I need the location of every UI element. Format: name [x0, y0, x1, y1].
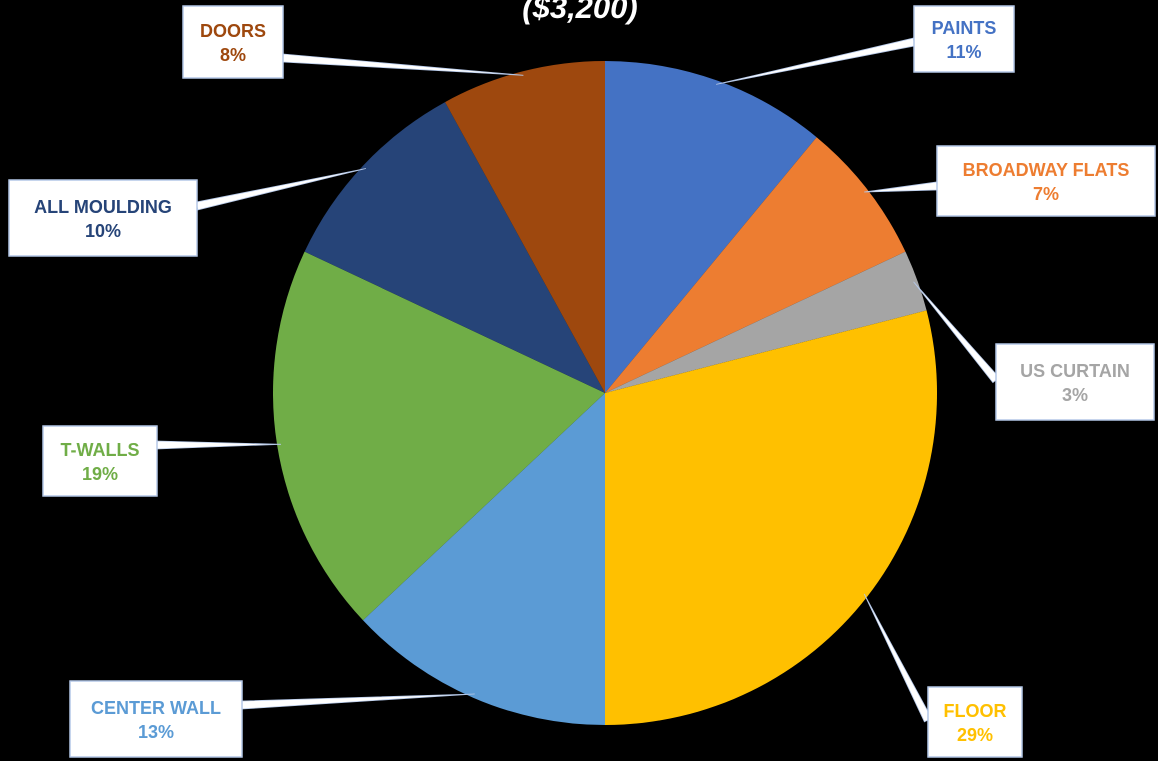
data-label-category-center-wall: CENTER WALL [91, 698, 221, 718]
callout-pointer-doors [282, 53, 524, 76]
data-label-box-floor [927, 686, 1023, 758]
data-label-percent-floor: 29% [957, 725, 993, 745]
data-label-box-paints [913, 5, 1015, 73]
callout-pointer-t-walls [156, 440, 282, 450]
callout-pointer-paints [716, 37, 916, 85]
callout-pointer-center-wall [241, 693, 475, 710]
pie-slice-center-wall [362, 393, 605, 725]
data-label-percent-us-curtain: 3% [1062, 385, 1088, 405]
pie-slice-doors [445, 61, 605, 393]
data-label-percent-paints: 11% [946, 42, 981, 62]
data-label-floor: FLOOR 29% [927, 686, 1023, 758]
data-label-percent-broadway-flats: 7% [1033, 184, 1059, 204]
data-label-percent-center-wall: 13% [138, 722, 174, 742]
data-label-category-paints: PAINTS [932, 18, 997, 38]
pie-slice-broadway-flats [605, 137, 906, 393]
data-label-broadway-flats: BROADWAY FLATS 7% [936, 145, 1156, 217]
data-label-box-doors [182, 5, 284, 79]
data-label-category-broadway-flats: BROADWAY FLATS [963, 160, 1130, 180]
data-label-us-curtain: US CURTAIN 3% [995, 343, 1155, 421]
data-label-t-walls: T-WALLS 19% [42, 425, 158, 497]
data-label-box-t-walls [42, 425, 158, 497]
data-label-category-doors: DOORS [200, 21, 266, 41]
data-label-category-floor: FLOOR [944, 701, 1007, 721]
data-label-category-all-moulding: ALL MOULDING [34, 197, 172, 217]
pie-slice-floor [605, 310, 938, 725]
pie-slice-paints [605, 61, 817, 393]
data-label-paints: PAINTS 11% [913, 5, 1015, 73]
pie-slice-us-curtain [605, 251, 927, 393]
pie-slice-t-walls [273, 251, 605, 621]
data-label-doors: DOORS 8% [182, 5, 284, 79]
data-label-box-all-moulding [8, 179, 198, 257]
callout-pointer-floor [863, 593, 933, 723]
data-label-center-wall: CENTER WALL 13% [69, 680, 243, 758]
data-label-box-us-curtain [995, 343, 1155, 421]
chart-title: ($3,200) [522, 0, 638, 25]
data-label-box-broadway-flats [936, 145, 1156, 217]
data-label-category-us-curtain: US CURTAIN [1020, 361, 1130, 381]
data-label-percent-doors: 8% [220, 45, 246, 65]
data-label-percent-all-moulding: 10% [85, 221, 121, 241]
data-label-percent-t-walls: 19% [82, 464, 118, 484]
data-label-category-t-walls: T-WALLS [61, 440, 140, 460]
data-label-box-center-wall [69, 680, 243, 758]
pie-slice-all-moulding [304, 102, 605, 393]
callout-pointer-broadway-flats [864, 181, 938, 193]
data-label-all-moulding: ALL MOULDING 10% [8, 179, 198, 257]
